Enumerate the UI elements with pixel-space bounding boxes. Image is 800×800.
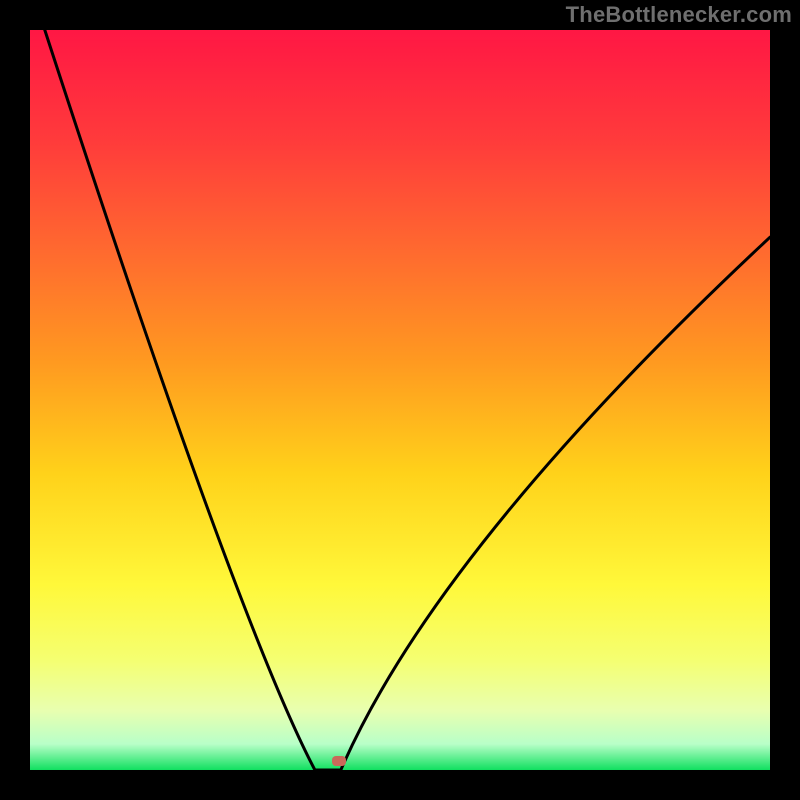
optimum-marker [332, 756, 346, 766]
watermark-text: TheBottlenecker.com [566, 2, 792, 28]
bottleneck-curve [30, 30, 770, 770]
curve-path [45, 30, 770, 770]
plot-area [30, 30, 770, 770]
chart-frame: TheBottlenecker.com [0, 0, 800, 800]
